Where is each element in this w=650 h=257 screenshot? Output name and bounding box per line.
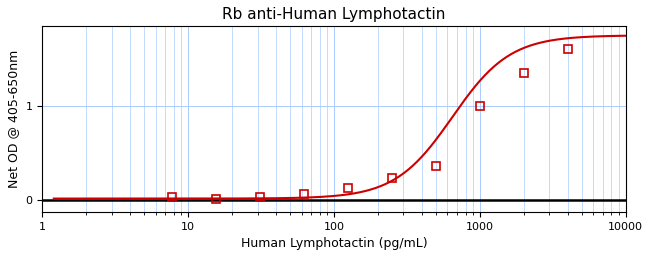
Title: Rb anti-Human Lymphotactin: Rb anti-Human Lymphotactin: [222, 7, 446, 22]
Y-axis label: Net OD @ 405-650nm: Net OD @ 405-650nm: [7, 50, 20, 188]
X-axis label: Human Lymphotactin (pg/mL): Human Lymphotactin (pg/mL): [240, 237, 427, 250]
